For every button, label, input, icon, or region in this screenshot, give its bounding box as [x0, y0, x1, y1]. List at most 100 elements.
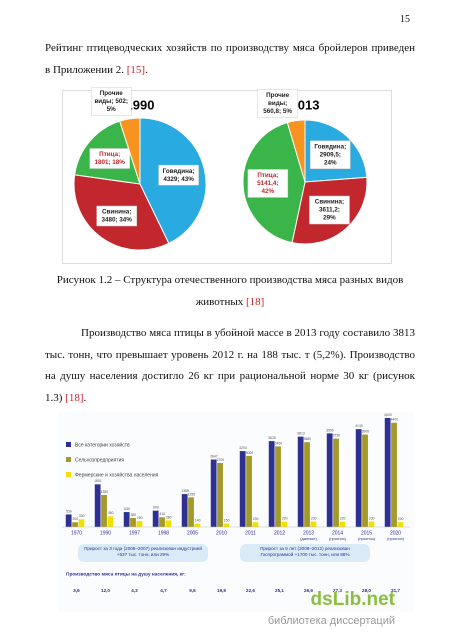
- bar: [107, 516, 114, 527]
- bar-value-label: 410: [160, 512, 166, 516]
- bar: [310, 521, 317, 527]
- x-tick-note: (прогноз): [329, 536, 347, 541]
- bar-value-label: 1250: [188, 492, 196, 496]
- bar-value-label: 3204: [239, 446, 247, 450]
- slice-label: Птица;: [99, 151, 120, 158]
- figure-frame: [62, 90, 392, 264]
- x-tick-note: (данные): [300, 536, 317, 541]
- legend-swatch: [66, 457, 71, 462]
- footer-value: 26,9: [304, 588, 313, 593]
- bar-value-label: 220: [340, 517, 346, 521]
- footer-value: 25,1: [275, 588, 284, 593]
- pie-slice: [286, 119, 306, 183]
- bar-value-label: 330: [79, 514, 85, 518]
- slice-label: Говядина;: [314, 143, 346, 150]
- legend-label: Все категории хозяйств: [75, 441, 130, 448]
- legend-swatch: [66, 442, 71, 447]
- bar-value-label: 3900: [362, 429, 370, 433]
- label-box: [90, 87, 132, 116]
- bar-value-label: 140: [195, 519, 201, 523]
- footer-value: 31,7: [391, 588, 400, 593]
- slice-label: виды;: [268, 100, 287, 107]
- paragraph-tail: .: [83, 391, 87, 404]
- bar: [362, 434, 368, 527]
- label-box: [96, 205, 137, 227]
- footer-value: 27,3: [333, 588, 342, 593]
- label-box: [247, 169, 289, 198]
- x-tick-label: 2005: [187, 530, 198, 536]
- bar-value-label: 530: [66, 509, 72, 513]
- bar: [217, 463, 223, 527]
- label-box: [89, 148, 130, 169]
- page-number: 15: [400, 14, 410, 25]
- x-tick-label: 2020: [390, 530, 401, 536]
- chart-frame: [58, 412, 414, 612]
- slice-label: Говядина;: [163, 168, 195, 175]
- reference[interactable]: [15]: [126, 63, 146, 76]
- bar: [94, 484, 101, 527]
- note-box: [240, 544, 370, 562]
- reference[interactable]: [18]: [245, 295, 265, 308]
- legend-label: Фермерские и хозяйства населения: [75, 471, 159, 478]
- bar: [275, 446, 281, 527]
- slice-label: 1801; 18%: [94, 159, 125, 166]
- x-tick-label: 2013: [303, 530, 314, 536]
- paragraph: Рейтинг птицеводческих хозяйств по произ…: [45, 38, 415, 81]
- x-tick-label: 1970: [71, 530, 82, 536]
- footer-value: 4,3: [131, 588, 138, 593]
- bar-value-label: 3000: [246, 451, 254, 455]
- bar: [188, 497, 194, 527]
- footer-value: 22,6: [246, 588, 255, 593]
- bar-value-label: 3580: [304, 437, 312, 441]
- footer-value: 4,7: [160, 588, 167, 593]
- footer-value: 12,0: [101, 588, 110, 593]
- label-box: [257, 89, 298, 118]
- slice-label: Свинина;: [102, 209, 131, 216]
- label-box: [310, 140, 351, 169]
- bar: [391, 422, 397, 527]
- note-text: Прирост за 3 года (2006–2007) реализован…: [84, 546, 202, 557]
- bar: [268, 441, 275, 527]
- paragraph-text: Рейтинг птицеводческих хозяйств по произ…: [45, 42, 415, 76]
- bar: [239, 451, 246, 527]
- bar: [165, 520, 172, 527]
- slice-label: 42%: [262, 188, 275, 195]
- bar-value-label: 280: [166, 515, 172, 519]
- bar: [130, 517, 136, 527]
- legend-swatch: [66, 472, 71, 477]
- bar-value-label: 200: [73, 517, 79, 521]
- note: Прирост за 3 года (2006–2007) реализован…: [84, 546, 202, 557]
- bar-value-label: 4130: [355, 424, 363, 428]
- slice-label: 2909,5;: [320, 151, 341, 158]
- bar: [101, 495, 107, 527]
- bar-value-label: 220: [282, 517, 288, 521]
- bar: [210, 459, 217, 527]
- footer-value: 9,6: [189, 588, 196, 593]
- note-box: [78, 544, 208, 562]
- bar: [65, 514, 72, 527]
- bar: [123, 512, 130, 527]
- paragraph-text: Производство мяса птицы в убойной массе …: [45, 327, 415, 404]
- slice-label: 24%: [324, 159, 337, 166]
- bar-value-label: 230: [311, 516, 317, 520]
- x-tick-label: 1997: [129, 530, 140, 536]
- bar: [159, 517, 165, 527]
- note: Прирост за 5 лет (2008–2012) реализован …: [260, 546, 350, 557]
- bar-value-label: 3625: [268, 436, 276, 440]
- x-tick-label: 2010: [216, 530, 227, 536]
- slice-label: Прочие: [266, 92, 290, 99]
- bar-value-label: 4600: [384, 413, 392, 417]
- reference[interactable]: [18]: [65, 391, 84, 404]
- bar-value-label: 1350: [101, 490, 109, 494]
- bar: [355, 429, 362, 527]
- slice-label: виды; 502;: [94, 98, 128, 105]
- bar-value-label: 200: [253, 517, 259, 521]
- x-tick-label: 2014: [332, 530, 343, 536]
- bar-value-label: 200: [398, 517, 404, 521]
- slice-label: 5%: [107, 106, 117, 113]
- watermark-brand: dsLib.net: [311, 589, 396, 610]
- bar-value-label: 3400: [275, 441, 283, 445]
- paragraph-tail: .: [145, 63, 148, 76]
- bar: [78, 519, 85, 527]
